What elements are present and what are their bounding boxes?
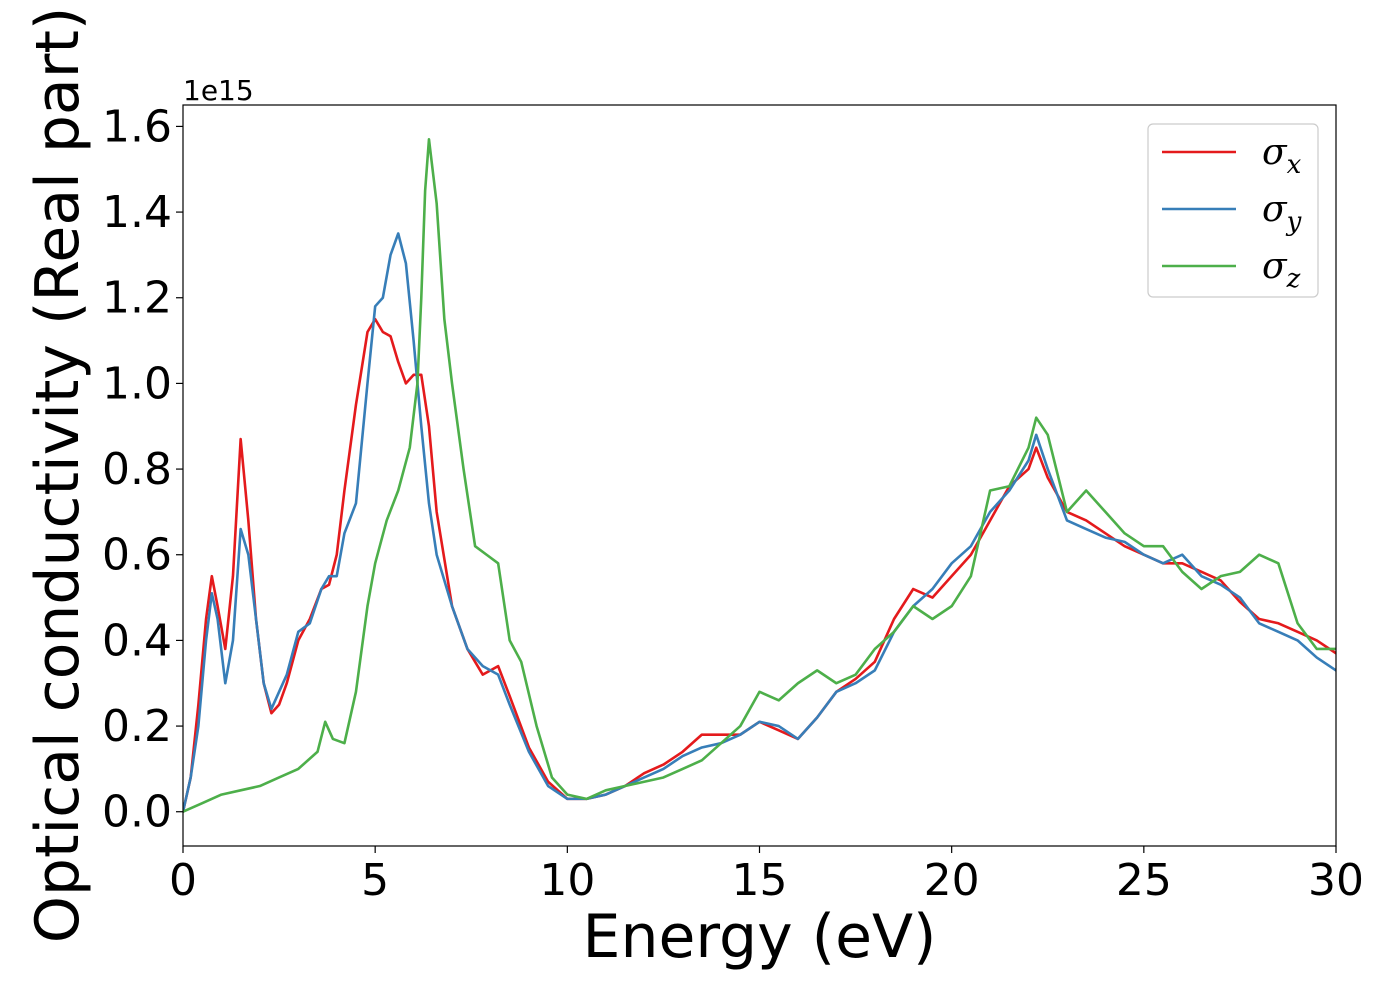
y-tick-label: 1.0 xyxy=(102,358,172,409)
y-tick-label: 1.4 xyxy=(102,187,172,238)
x-tick-label: 5 xyxy=(361,855,389,906)
y-tick-label: 1.6 xyxy=(102,101,172,152)
legend: σx σy σz xyxy=(1147,123,1319,298)
x-axis: 0 5 10 15 20 25 30 xyxy=(169,846,1364,906)
legend-frame xyxy=(1147,123,1319,298)
y-tick-label: 0.6 xyxy=(102,530,172,581)
y-tick-label: 0.4 xyxy=(102,615,172,666)
x-tick-label: 15 xyxy=(732,855,788,906)
x-tick-label: 30 xyxy=(1308,855,1364,906)
x-tick-label: 20 xyxy=(924,855,980,906)
y-tick-label: 0.8 xyxy=(102,444,172,495)
series-line-z xyxy=(183,137,1336,814)
x-tick-label: 25 xyxy=(1116,855,1172,906)
legend-label-y: σy xyxy=(1262,189,1302,237)
x-axis-title: Energy (eV) xyxy=(583,902,937,972)
y-tick-label: 1.2 xyxy=(102,273,172,324)
x-tick-label: 0 xyxy=(169,855,197,906)
y-axis: 0.0 0.2 0.4 0.6 0.8 1.0 1.2 1.4 1.6 xyxy=(102,101,183,838)
y-offset-label: 1e15 xyxy=(183,74,254,107)
y-tick-label: 0.0 xyxy=(102,787,172,838)
x-tick-label: 10 xyxy=(539,855,595,906)
series-line-y xyxy=(183,232,1336,814)
y-tick-label: 0.2 xyxy=(102,701,172,752)
legend-label-z: σz xyxy=(1262,246,1301,294)
legend-label-x: σx xyxy=(1262,132,1302,180)
y-axis-title: Optical conductivity (Real part) xyxy=(23,7,93,944)
series-layer xyxy=(183,137,1336,814)
